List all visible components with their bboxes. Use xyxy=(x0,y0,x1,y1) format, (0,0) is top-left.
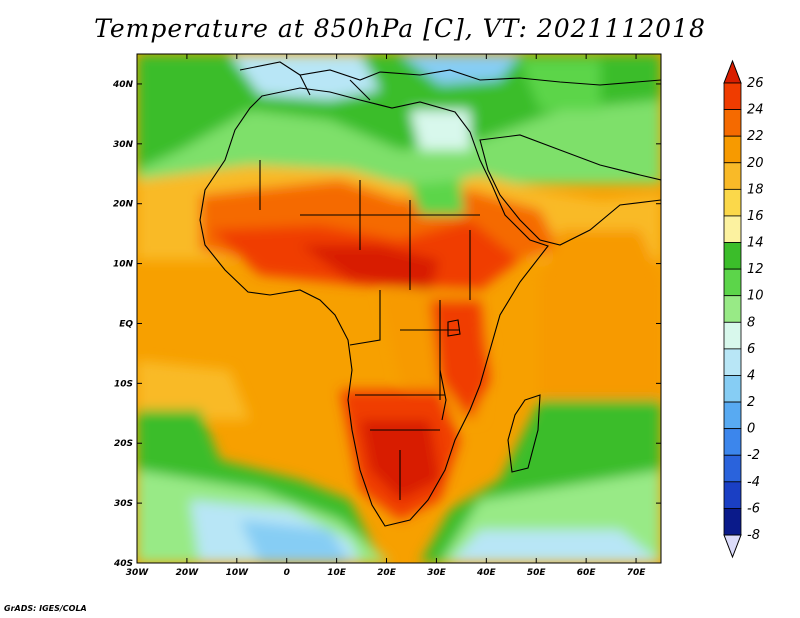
colorbar-box xyxy=(723,268,742,297)
lon-tick-label: 10W xyxy=(226,568,250,578)
colorbar-label: -2 xyxy=(747,448,760,463)
colorbar-box xyxy=(723,348,742,376)
lon-tick-label: 60E xyxy=(577,568,597,578)
coastlines xyxy=(199,61,661,527)
colorbar-label: 26 xyxy=(747,76,764,91)
colorbar-label: 22 xyxy=(747,129,764,144)
colorbar-label: 14 xyxy=(747,236,764,251)
colorbar-box xyxy=(723,321,742,350)
lon-tick-label: 30W xyxy=(126,568,150,578)
colorbar-label: 8 xyxy=(747,315,755,330)
map-frame xyxy=(136,53,662,564)
colorbar-bottom-arrow xyxy=(723,534,742,559)
colorbar-label: 20 xyxy=(747,156,764,171)
colorbar-label: 6 xyxy=(747,342,755,357)
credit-text: GrADS: IGES/COLA xyxy=(4,604,87,613)
colorbar-box xyxy=(723,481,742,509)
colorbar-top-arrow xyxy=(723,59,742,84)
lon-tick-label: 0 xyxy=(284,568,290,578)
lon-tick-label: 10E xyxy=(327,568,347,578)
colorbar-label: 24 xyxy=(747,103,764,118)
lon-tick-label: 70E xyxy=(627,568,647,578)
temperature-field xyxy=(137,54,661,563)
colorbar-label: 4 xyxy=(747,368,755,383)
colorbar-label: 2 xyxy=(747,395,755,410)
colorbar-label: -4 xyxy=(747,475,760,490)
colorbar-box xyxy=(723,82,742,110)
lon-tick-label: 20E xyxy=(377,568,397,578)
lat-tick-label: 30N xyxy=(113,140,134,150)
lat-tick-label: 10S xyxy=(114,379,133,389)
lat-tick-label: 40N xyxy=(112,80,134,90)
lon-tick-label: 50E xyxy=(527,568,547,578)
colorbar-box xyxy=(723,242,742,270)
colorbar-box xyxy=(723,162,742,190)
colorbar-box xyxy=(723,109,742,137)
colorbar-label: 16 xyxy=(747,209,764,224)
colorbar-label: 10 xyxy=(747,289,764,304)
lat-tick-label: 10N xyxy=(113,260,134,270)
colorbar-label: -8 xyxy=(747,528,760,543)
lon-tick-label: 20W xyxy=(176,568,200,578)
colorbar-label: 0 xyxy=(747,422,755,437)
colorbar-box xyxy=(723,508,742,536)
colorbar-label: 12 xyxy=(747,262,764,277)
lat-tick-label: 40S xyxy=(113,559,133,569)
lon-tick-label: 30E xyxy=(427,568,447,578)
colorbar-label: 18 xyxy=(747,182,764,197)
colorbar-label: -6 xyxy=(747,501,760,516)
lat-tick-label: 30S xyxy=(114,499,133,509)
lat-tick-label: 20S xyxy=(114,439,133,449)
colorbar-box xyxy=(723,375,742,403)
colorbar xyxy=(723,59,742,559)
lat-tick-label: 20N xyxy=(113,200,134,210)
map-title: Temperature at 850hPa [C], VT: 202111201… xyxy=(94,14,706,43)
colorbar-box xyxy=(723,135,742,164)
colorbar-box xyxy=(723,401,742,430)
colorbar-box xyxy=(723,295,742,323)
colorbar-box xyxy=(723,454,742,483)
colorbar-box xyxy=(723,188,742,217)
colorbar-box xyxy=(723,215,742,243)
lon-tick-label: 40E xyxy=(476,568,497,578)
colorbar-box xyxy=(723,428,742,456)
lat-tick-label: EQ xyxy=(119,319,133,329)
